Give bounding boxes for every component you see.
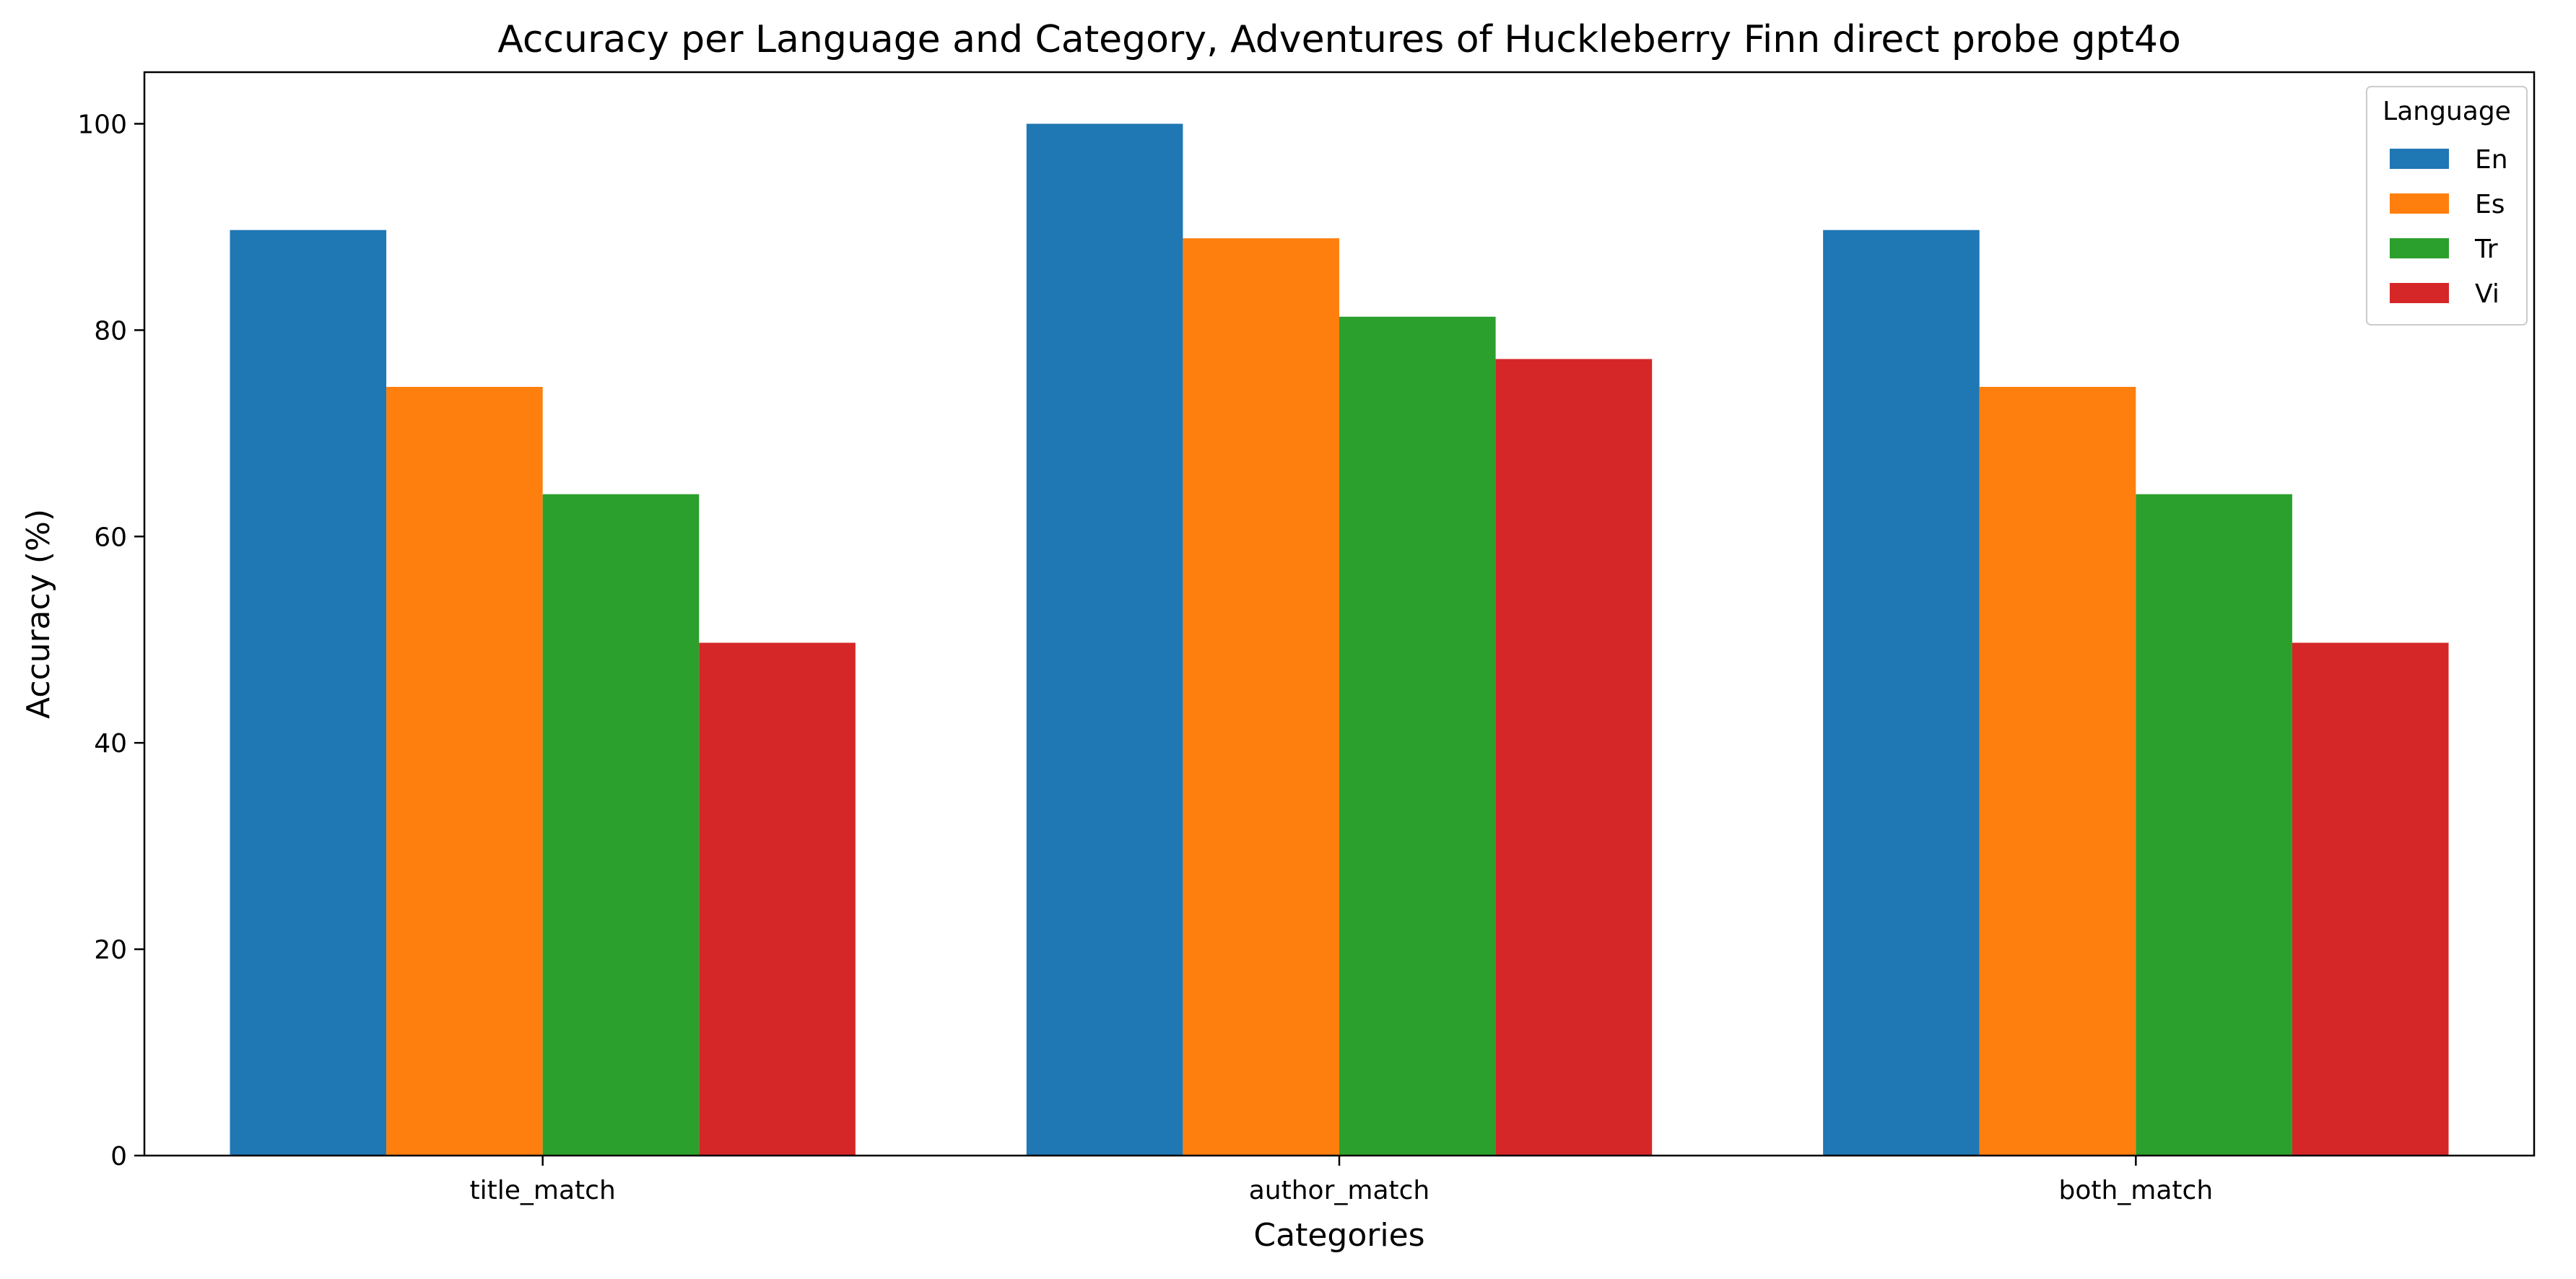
y-tick-label: 60 [94,523,127,552]
x-tick-label: author_match [1249,1176,1430,1205]
y-axis-label: Accuracy (%) [20,509,57,719]
bar-en-author_match [1026,123,1183,1156]
legend-items: En Es Tr Vi [2390,145,2508,309]
legend-label-tr: Tr [2474,235,2498,264]
y-tick-label: 0 [110,1142,127,1171]
legend-label-en: En [2475,145,2508,175]
bar-vi-both_match [2292,642,2449,1156]
legend-swatch-es [2390,193,2449,214]
legend-title: Language [2383,97,2511,126]
bar-es-both_match [1979,387,2136,1156]
legend: Language En Es Tr Vi [2366,86,2528,326]
x-tick-label: title_match [470,1176,616,1205]
y-tick-label: 80 [94,316,127,346]
x-tick-label: both_match [2058,1176,2213,1205]
bar-en-title_match [230,230,387,1156]
bar-vi-author_match [1495,359,1653,1156]
bar-tr-title_match [542,494,700,1156]
legend-swatch-vi [2390,283,2449,303]
bar-tr-both_match [2136,494,2292,1156]
bar-tr-author_match [1339,316,1496,1156]
x-axis-ticks: title_match author_match both_match [470,1156,2213,1205]
y-tick-label: 100 [77,110,127,139]
bar-es-title_match [386,387,543,1156]
x-axis-label: Categories [1253,1217,1424,1254]
bars-layer [230,123,2449,1156]
y-tick-label: 40 [94,729,127,759]
legend-label-es: Es [2475,190,2505,219]
bar-es-author_match [1183,238,1339,1156]
legend-label-vi: Vi [2475,279,2499,309]
legend-swatch-en [2390,149,2449,169]
bar-vi-title_match [699,642,856,1156]
y-tick-label: 20 [94,935,127,965]
legend-swatch-tr [2390,238,2449,258]
y-axis-ticks: 0 20 40 60 80 100 [77,110,144,1171]
bar-en-both_match [1823,230,1980,1156]
chart-title: Accuracy per Language and Category, Adve… [497,18,2181,61]
